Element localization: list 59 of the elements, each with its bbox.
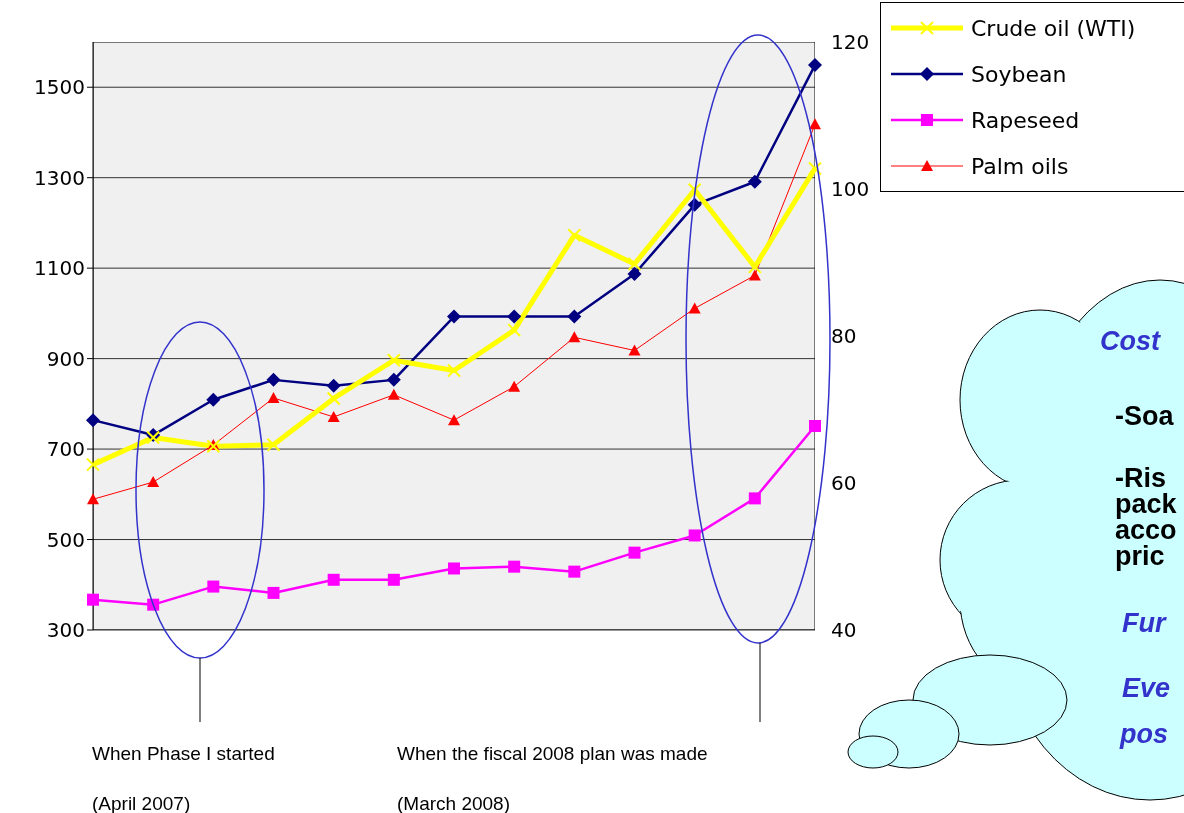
point	[628, 546, 641, 559]
point	[809, 420, 821, 433]
y-tick-label: 1300	[34, 165, 85, 190]
text: pric	[1115, 541, 1165, 571]
point	[447, 309, 461, 324]
text: When Phase I started	[92, 743, 275, 764]
y-tick-label: 900	[46, 346, 85, 371]
text: -Soa	[1115, 401, 1175, 431]
point	[809, 118, 821, 130]
point	[808, 58, 822, 73]
y2-tick-label: 40	[831, 618, 857, 643]
y2-tick-label: 100	[831, 177, 870, 202]
point	[327, 573, 340, 586]
legend-label: Soybean	[971, 61, 1067, 87]
point	[326, 378, 341, 393]
y-tick-label: 500	[46, 527, 85, 552]
text: Eve	[1122, 673, 1171, 703]
point	[507, 309, 522, 324]
point	[508, 560, 521, 573]
text: pos	[1119, 719, 1169, 749]
point	[567, 309, 582, 324]
point	[267, 586, 280, 599]
y-tick-label: 1100	[34, 256, 85, 281]
legend-label: Crude oil (WTI)	[971, 15, 1136, 41]
legend-label: Rapeseed	[971, 107, 1080, 133]
point	[688, 529, 701, 542]
text: Cost	[1100, 326, 1162, 356]
point	[627, 267, 642, 282]
y2-tick-label: 60	[831, 471, 857, 496]
point	[448, 562, 460, 575]
point	[87, 593, 99, 606]
point	[386, 372, 401, 387]
point	[508, 380, 521, 392]
y-tick-label: 1500	[34, 75, 85, 100]
point	[206, 392, 221, 407]
point	[568, 565, 581, 578]
point	[748, 492, 761, 505]
point	[748, 269, 761, 281]
point	[266, 372, 281, 387]
point	[448, 414, 460, 426]
legend-label: Palm oils	[971, 153, 1069, 179]
text: When the fiscal 2008 plan was made	[397, 743, 708, 764]
y-tick-label: 300	[46, 618, 85, 643]
point	[87, 493, 99, 505]
y2-tick-label: 80	[831, 324, 857, 349]
y2-tick-label: 120	[831, 30, 870, 55]
point	[387, 388, 400, 400]
point	[688, 302, 701, 314]
point	[628, 344, 641, 356]
point	[267, 391, 280, 403]
point	[568, 331, 581, 343]
y-tick-label: 700	[46, 437, 85, 462]
point	[147, 476, 160, 488]
point	[86, 413, 100, 428]
point	[747, 174, 762, 189]
point	[327, 410, 340, 422]
point	[387, 573, 400, 586]
point	[207, 580, 220, 593]
text: Fur	[1122, 608, 1167, 638]
